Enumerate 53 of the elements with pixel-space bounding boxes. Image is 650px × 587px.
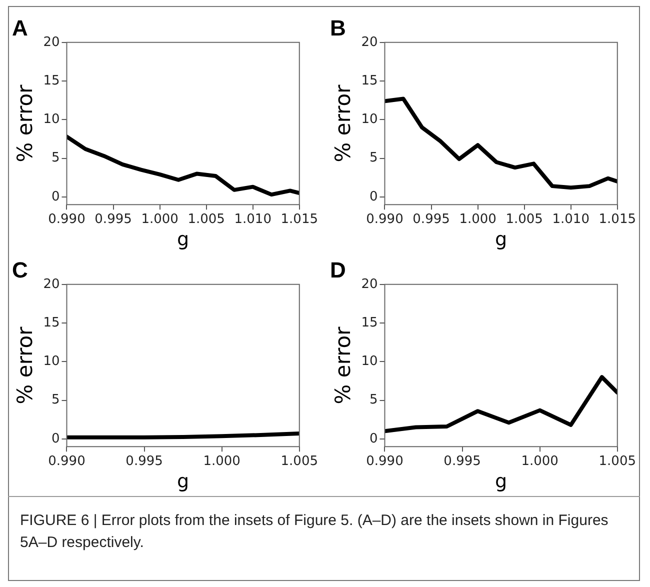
y-tick-label: 5 [51,150,60,166]
x-tick-label: 1.000 [521,454,558,469]
x-tick-label: 0.995 [412,212,450,227]
y-tick-label: 5 [369,150,378,166]
y-tick-label: 0 [369,189,378,204]
y-tick-label: 10 [43,112,60,128]
x-tick-label: 0.990 [366,454,404,469]
y-tick-label: 10 [361,354,378,370]
x-tick-label: 0.995 [444,454,481,469]
chart-title: C [12,257,28,282]
y-tick-label: 5 [51,392,60,408]
x-tick-label: 1.010 [234,212,272,227]
y-tick-label: 0 [51,431,60,446]
y-axis-title: % error [13,84,38,162]
y-tick-label: 0 [51,189,60,204]
y-tick-label: 15 [361,315,378,330]
x-tick-label: 1.005 [598,454,636,469]
x-tick-label: 0.995 [126,454,163,469]
y-axis-title: % error [331,84,356,162]
chart-title: D [330,257,346,282]
y-tick-label: 0 [369,431,378,446]
x-tick-label: 1.015 [280,212,318,227]
y-tick-label: 15 [43,73,60,88]
caption: FIGURE 6 | Error plots from the insets of Figure 5. (A–D) are the insets shown in Figures 5A–D respectively. [20,511,610,553]
x-tick-label: 0.990 [366,212,404,227]
chart-title: B [330,15,346,40]
x-tick-label: 0.990 [48,212,86,227]
x-tick-label: 1.000 [459,212,496,227]
x-tick-label: 1.015 [598,212,636,227]
x-tick-label: 0.990 [48,454,86,469]
x-axis-title: g [495,470,508,493]
x-axis-title: g [177,228,190,251]
y-tick-label: 20 [361,276,378,292]
y-tick-label: 5 [369,392,378,408]
x-tick-label: 1.005 [506,212,543,227]
y-tick-label: 20 [361,34,378,50]
x-axis-title: g [177,470,190,493]
x-tick-label: 1.000 [203,454,240,469]
x-tick-label: 1.000 [141,212,178,227]
x-tick-label: 1.010 [552,212,590,227]
x-tick-label: 1.005 [188,212,225,227]
y-tick-label: 10 [361,112,378,128]
x-axis-title: g [495,228,508,251]
y-tick-label: 20 [43,276,60,292]
y-axis-title: % error [331,326,356,404]
y-tick-label: 15 [361,73,378,88]
y-tick-label: 15 [43,315,60,330]
x-tick-label: 1.005 [280,454,318,469]
chart-title: A [12,15,28,40]
y-tick-label: 10 [43,354,60,370]
x-tick-label: 0.995 [94,212,132,227]
y-axis-title: % error [13,326,38,404]
y-tick-label: 20 [43,34,60,50]
